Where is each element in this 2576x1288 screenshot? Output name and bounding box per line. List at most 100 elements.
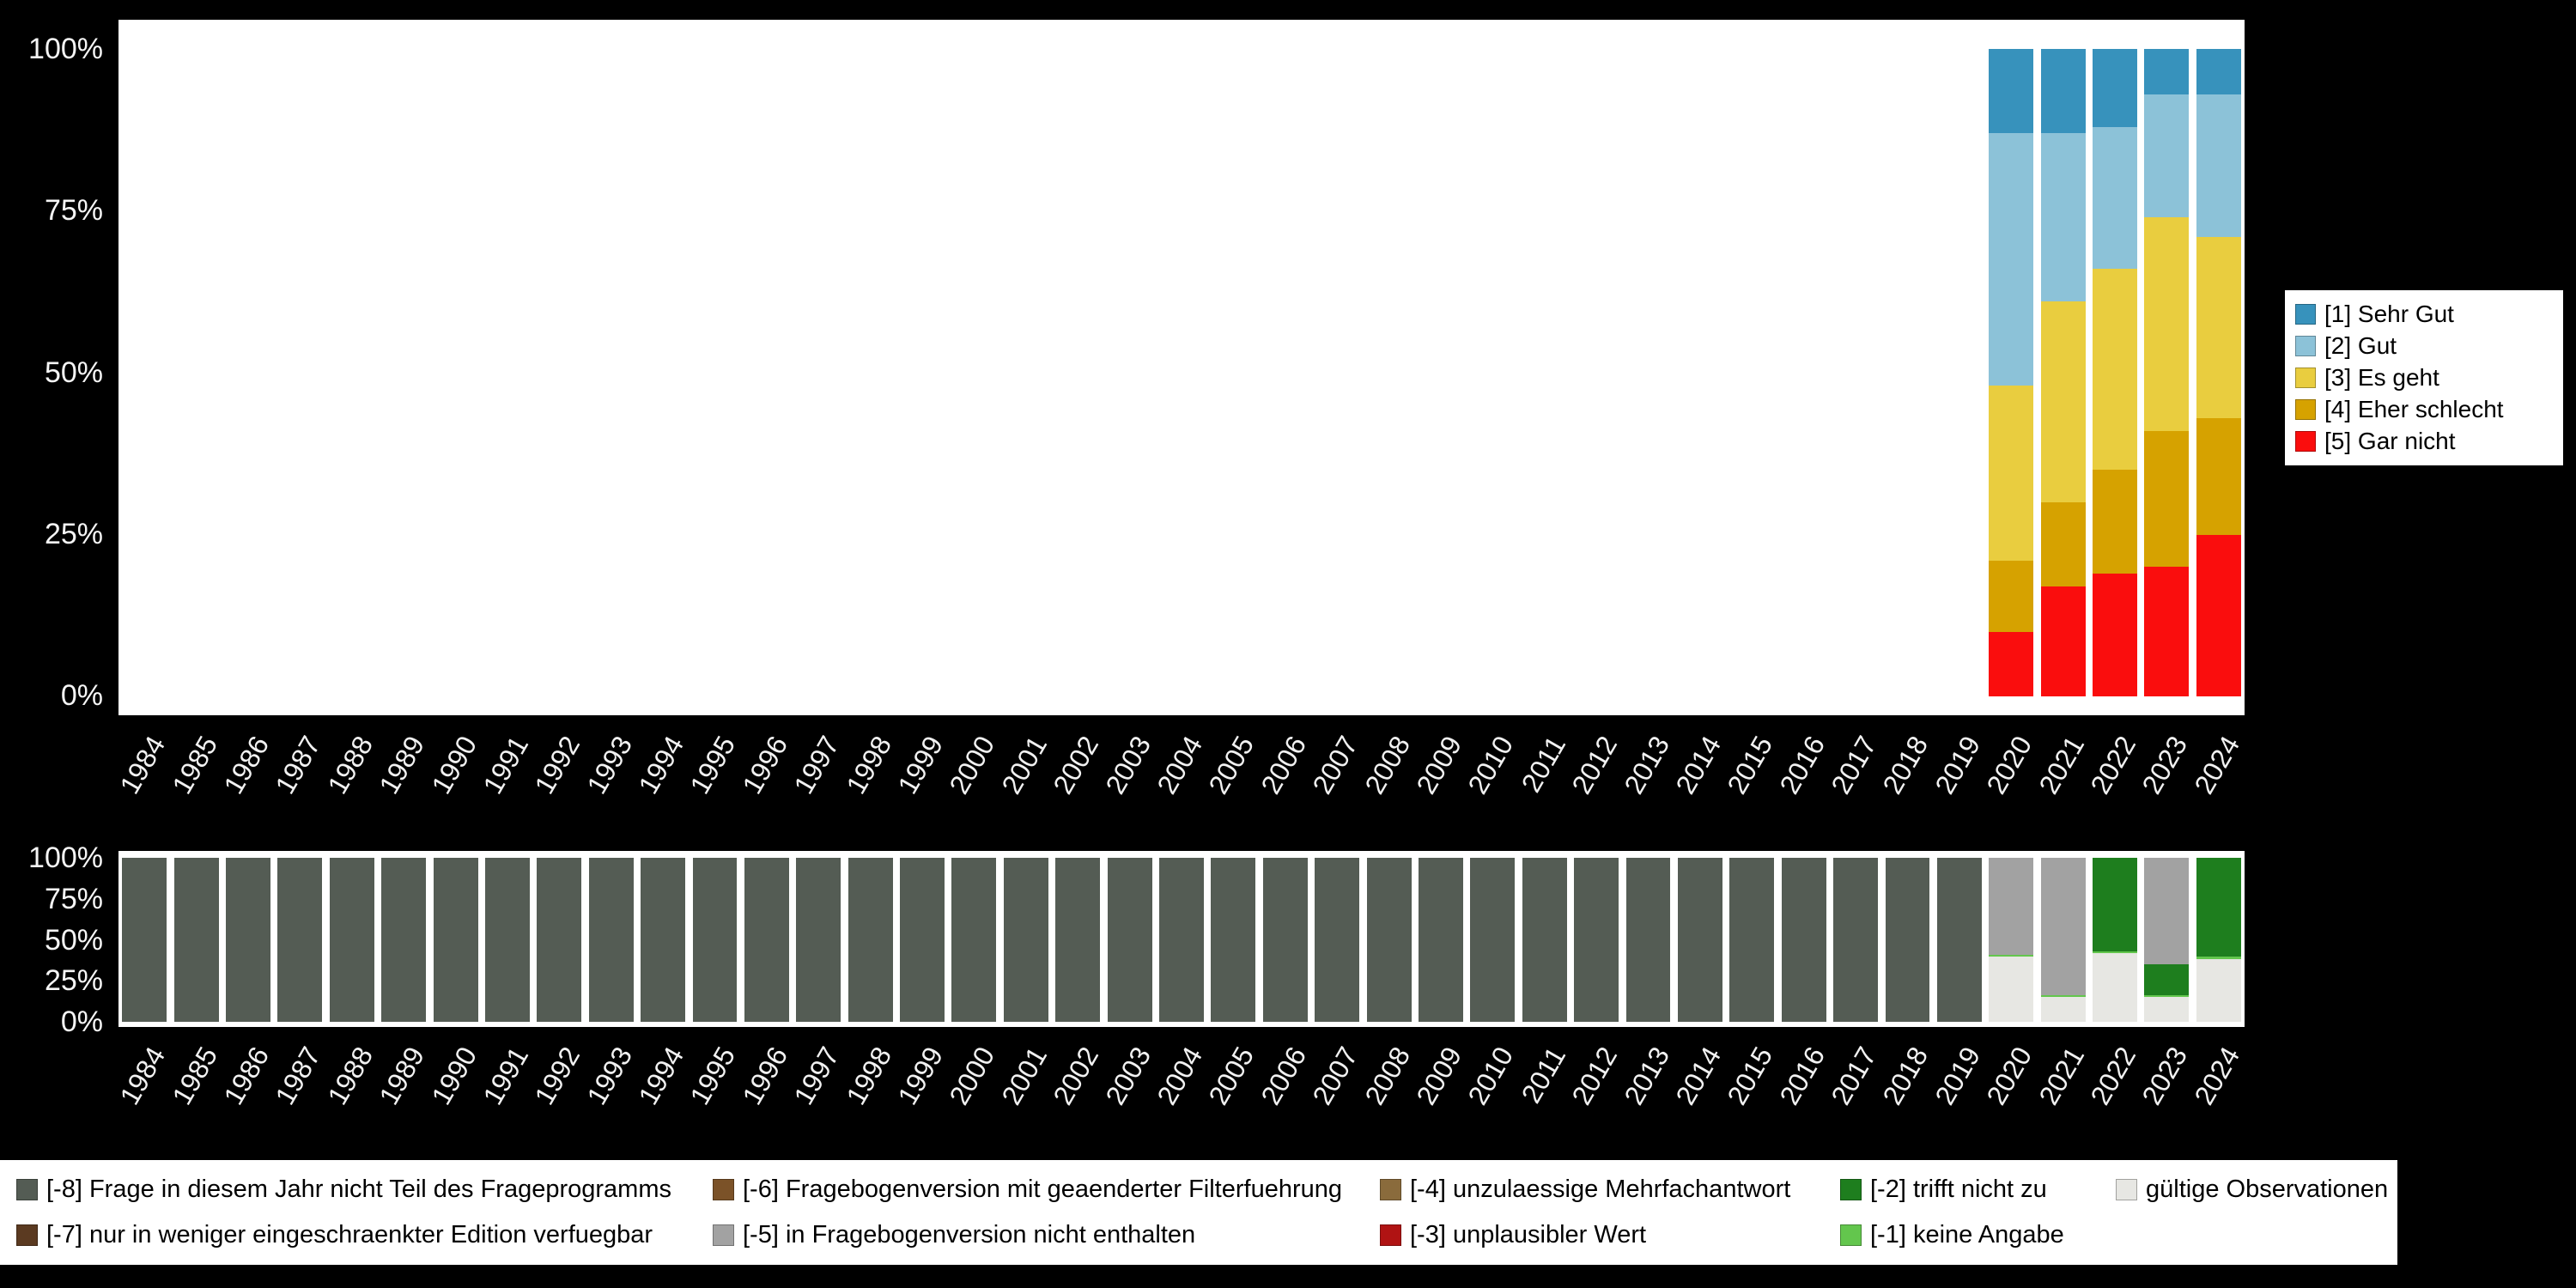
legend-item: [1] Sehr Gut xyxy=(2295,301,2553,328)
bar-slot xyxy=(1207,49,1259,696)
responses-chart-plot xyxy=(118,20,2245,715)
stacked-bar xyxy=(329,858,374,1022)
bar-slot xyxy=(1260,49,1311,696)
bar-segment xyxy=(173,858,219,1022)
bar-slot xyxy=(2193,858,2245,1022)
stacked-bar xyxy=(1262,858,1308,1022)
bar-segment xyxy=(1729,858,1775,1022)
stacked-bar xyxy=(2196,858,2241,1022)
bar-slot xyxy=(1156,49,1207,696)
bar-slot xyxy=(429,49,481,696)
stacked-bar xyxy=(1936,858,1982,1022)
bar-slot xyxy=(170,49,222,696)
stacked-bar xyxy=(1367,49,1412,696)
bar-segment xyxy=(2093,573,2137,696)
legend-swatch xyxy=(16,1179,38,1200)
stacked-bar xyxy=(2144,858,2190,1022)
bar-slot xyxy=(741,49,793,696)
stacked-bar xyxy=(1159,49,1204,696)
stacked-bar xyxy=(1989,49,2034,696)
bar-slot xyxy=(689,858,740,1022)
bar-slot xyxy=(1103,49,1155,696)
stacked-bar xyxy=(1419,49,1463,696)
responses-bars xyxy=(118,49,2245,696)
bar-segment xyxy=(433,858,478,1022)
legend-swatch xyxy=(1840,1179,1862,1200)
stacked-bar xyxy=(641,858,686,1022)
stacked-bar xyxy=(1522,49,1567,696)
bar-segment xyxy=(1419,858,1463,1022)
stacked-bar xyxy=(1729,49,1774,696)
bar-segment xyxy=(848,858,893,1022)
bar-segment xyxy=(588,858,634,1022)
bar-segment xyxy=(2196,858,2241,957)
stacked-bar xyxy=(1833,49,1878,696)
bar-segment xyxy=(1107,858,1152,1022)
bar-slot xyxy=(948,858,999,1022)
legend-item: [-5] in Fragebogenversion nicht enthalte… xyxy=(713,1221,1380,1249)
y-tick-label: 25% xyxy=(44,517,103,550)
stacked-bar xyxy=(796,858,841,1022)
legend-item: [-8] Frage in diesem Jahr nicht Teil des… xyxy=(16,1176,713,1204)
bar-slot xyxy=(948,49,999,696)
bar-segment xyxy=(2040,501,2086,586)
stacked-bar xyxy=(2196,49,2241,696)
bar-segment xyxy=(1574,858,1619,1022)
bar-segment xyxy=(2093,126,2137,270)
bar-segment xyxy=(537,858,582,1022)
bar-segment xyxy=(2144,49,2190,94)
legend-label: [-6] Fragebogenversion mit geaenderter F… xyxy=(743,1176,1342,1203)
bar-segment xyxy=(2196,959,2241,1022)
stacked-bar xyxy=(537,858,582,1022)
bar-slot xyxy=(1000,49,1052,696)
y-tick-label: 75% xyxy=(44,194,103,228)
bar-slot xyxy=(1934,858,1985,1022)
bar-slot xyxy=(1311,858,1363,1022)
stacked-bar xyxy=(1574,858,1619,1022)
bar-slot xyxy=(533,858,585,1022)
stacked-bar xyxy=(1366,858,1412,1022)
bar-segment xyxy=(641,858,686,1022)
bar-slot xyxy=(586,858,637,1022)
bar-segment xyxy=(2196,956,2241,960)
stacked-bar xyxy=(693,49,738,696)
bar-slot xyxy=(1571,858,1622,1022)
bar-segment xyxy=(1989,386,2034,561)
bar-slot xyxy=(118,49,170,696)
bar-segment xyxy=(1625,858,1671,1022)
bar-slot xyxy=(1881,49,1933,696)
legend-label: [1] Sehr Gut xyxy=(2324,301,2454,327)
stacked-bar xyxy=(1263,49,1308,696)
bar-slot xyxy=(1985,858,2037,1022)
bar-segment xyxy=(2144,567,2190,696)
stacked-bar xyxy=(848,858,893,1022)
bar-slot xyxy=(1830,49,1881,696)
bar-slot xyxy=(637,49,689,696)
bar-segment xyxy=(900,858,945,1022)
bar-segment xyxy=(2144,217,2190,431)
bar-segment xyxy=(1989,956,2034,1022)
bar-segment xyxy=(2144,430,2190,568)
bar-slot xyxy=(1881,858,1933,1022)
bar-segment xyxy=(2196,417,2241,535)
bar-segment xyxy=(329,858,374,1022)
bar-slot xyxy=(1519,858,1571,1022)
bar-segment xyxy=(2144,997,2190,1022)
bar-segment xyxy=(2093,858,2137,951)
bar-slot xyxy=(1052,858,1103,1022)
bar-slot xyxy=(222,858,274,1022)
bar-slot xyxy=(1207,858,1259,1022)
stacked-bar xyxy=(1574,49,1619,696)
bar-slot xyxy=(2141,858,2192,1022)
legend-label: [-8] Frage in diesem Jahr nicht Teil des… xyxy=(46,1176,671,1203)
stacked-bar xyxy=(1626,49,1671,696)
bar-segment xyxy=(2093,470,2137,574)
bar-segment xyxy=(226,858,270,1022)
bar-segment xyxy=(2040,997,2086,1022)
stacked-bar xyxy=(1315,49,1359,696)
bar-segment xyxy=(1989,954,2034,957)
stacked-bar xyxy=(1937,49,1982,696)
missings-bars xyxy=(118,858,2245,1022)
bar-slot xyxy=(1571,49,1622,696)
legend-swatch xyxy=(1380,1179,1401,1200)
